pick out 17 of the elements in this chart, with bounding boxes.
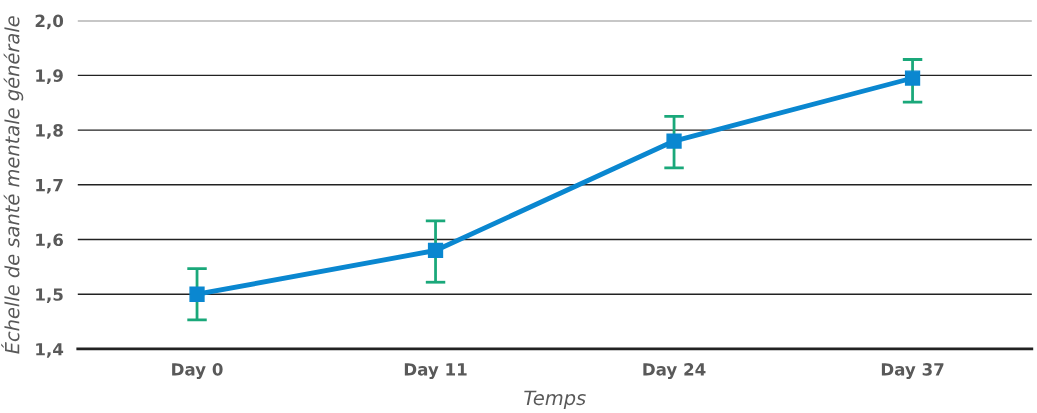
x-tick-label: Day 11 bbox=[404, 363, 467, 379]
y-tick-label: 1,4 bbox=[36, 343, 64, 358]
x-tick-label: Day 24 bbox=[643, 363, 706, 379]
y-tick-label: 1,6 bbox=[36, 233, 63, 249]
x-axis-title: Temps bbox=[524, 390, 586, 409]
y-tick-label: 1,9 bbox=[36, 69, 63, 85]
y-tick-label: 1,7 bbox=[36, 179, 63, 194]
x-tick-label: Day 37 bbox=[881, 363, 944, 379]
point bbox=[427, 242, 444, 259]
y-tick-label: 1,8 bbox=[36, 124, 63, 139]
x-tick-label: Day 0 bbox=[172, 363, 223, 379]
point bbox=[666, 133, 682, 149]
y-axis-title: Échelle de santé mentale générale bbox=[1, 16, 24, 354]
point bbox=[904, 70, 921, 86]
y-tick-label: 1,5 bbox=[36, 288, 63, 303]
y-tick-label: 2,0 bbox=[35, 14, 64, 30]
point bbox=[189, 286, 205, 302]
